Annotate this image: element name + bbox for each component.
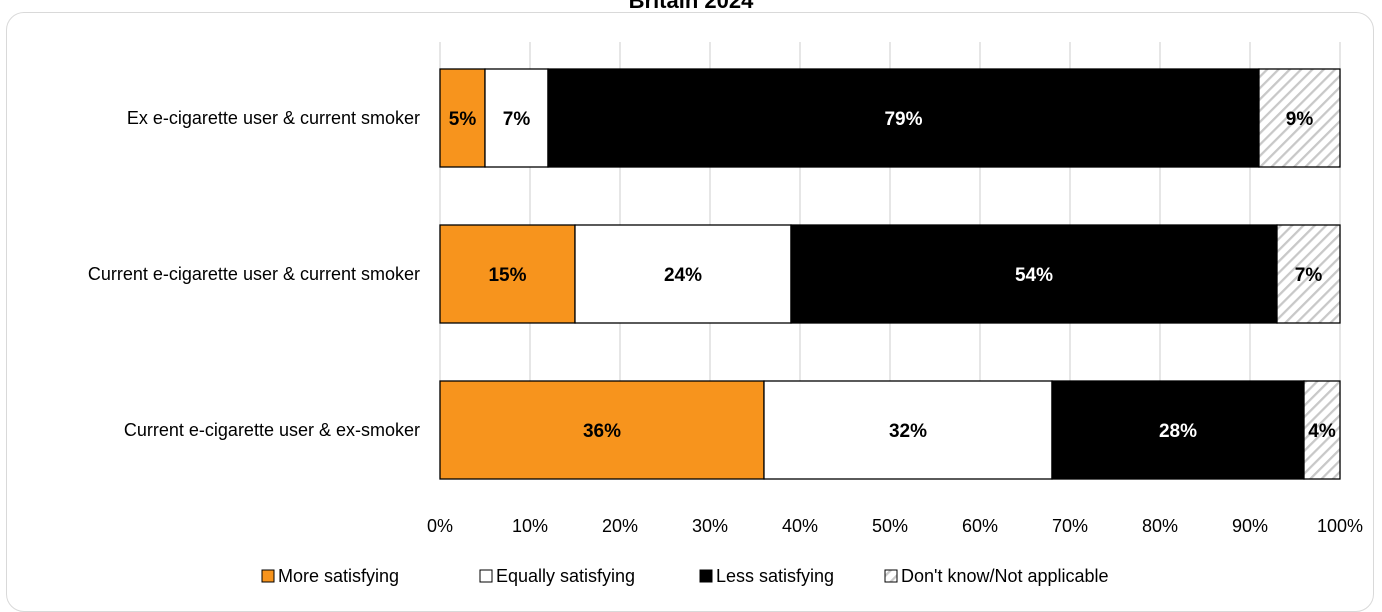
bar-segment-more-satisfying bbox=[439, 380, 765, 480]
category-label: Ex e-cigarette user & current smoker bbox=[127, 108, 420, 128]
x-tick-label: 10% bbox=[512, 516, 548, 536]
data-label: 54% bbox=[1015, 265, 1053, 286]
x-tick-label: 50% bbox=[872, 516, 908, 536]
x-tick-label: 80% bbox=[1142, 516, 1178, 536]
legend-swatch-more-satisfying bbox=[261, 569, 275, 583]
bar-segment-less-satisfying bbox=[1051, 380, 1305, 480]
data-label: 15% bbox=[488, 265, 526, 286]
legend-label: More satisfying bbox=[278, 566, 399, 586]
x-tick-label: 20% bbox=[602, 516, 638, 536]
category-labels: Ex e-cigarette user & current smoker Curr… bbox=[88, 108, 420, 440]
data-label: 32% bbox=[889, 421, 927, 442]
legend: More satisfying Equally satisfying Less sa… bbox=[261, 566, 1109, 586]
data-label: 36% bbox=[583, 421, 621, 442]
x-tick-label: 40% bbox=[782, 516, 818, 536]
bar-segment-equally-satisfying bbox=[763, 380, 1053, 480]
legend-label: Don't know/Not applicable bbox=[901, 566, 1109, 586]
bar-segment-less-satisfying bbox=[547, 68, 1260, 168]
data-label: 28% bbox=[1159, 421, 1197, 442]
x-tick-label: 70% bbox=[1052, 516, 1088, 536]
chart-title: Britain 2024 bbox=[628, 0, 754, 13]
data-label: 79% bbox=[884, 109, 922, 130]
data-label: 9% bbox=[1286, 109, 1314, 130]
legend-swatch-equally-satisfying bbox=[479, 569, 493, 583]
x-tick-label: 100% bbox=[1317, 516, 1363, 536]
bars bbox=[439, 68, 1341, 480]
x-tick-label: 0% bbox=[427, 516, 453, 536]
data-label: 5% bbox=[449, 109, 477, 130]
x-axis-tick-labels: 0% 10% 20% 30% 40% 50% 60% 70% 80% 90% 100% bbox=[427, 516, 1363, 536]
bar-segment-equally-satisfying bbox=[574, 224, 792, 324]
legend-label: Less satisfying bbox=[716, 566, 834, 586]
legend-swatch-less-satisfying bbox=[699, 569, 713, 583]
bar-segment-don-t-know-not-applicable bbox=[1303, 380, 1341, 480]
x-tick-label: 90% bbox=[1232, 516, 1268, 536]
data-label: 4% bbox=[1308, 421, 1336, 442]
x-tick-label: 30% bbox=[692, 516, 728, 536]
legend-swatch-don-t-know-not-applicable bbox=[884, 569, 898, 583]
data-labels: 5% 7% 79% 9% 15% 24% 54% 7% 36% 32% 28% 4% bbox=[449, 109, 1336, 442]
legend-label: Equally satisfying bbox=[496, 566, 635, 586]
category-label: Current e-cigarette user & current smoke… bbox=[88, 264, 420, 284]
data-label: 7% bbox=[1295, 265, 1323, 286]
bar-segment-more-satisfying bbox=[439, 224, 576, 324]
bar-segment-don-t-know-not-applicable bbox=[1258, 68, 1341, 168]
data-label: 24% bbox=[664, 265, 702, 286]
x-tick-label: 60% bbox=[962, 516, 998, 536]
data-label: 7% bbox=[503, 109, 531, 130]
bar-segment-don-t-know-not-applicable bbox=[1276, 224, 1341, 324]
bar-segment-less-satisfying bbox=[790, 224, 1278, 324]
category-label: Current e-cigarette user & ex-smoker bbox=[124, 420, 420, 440]
